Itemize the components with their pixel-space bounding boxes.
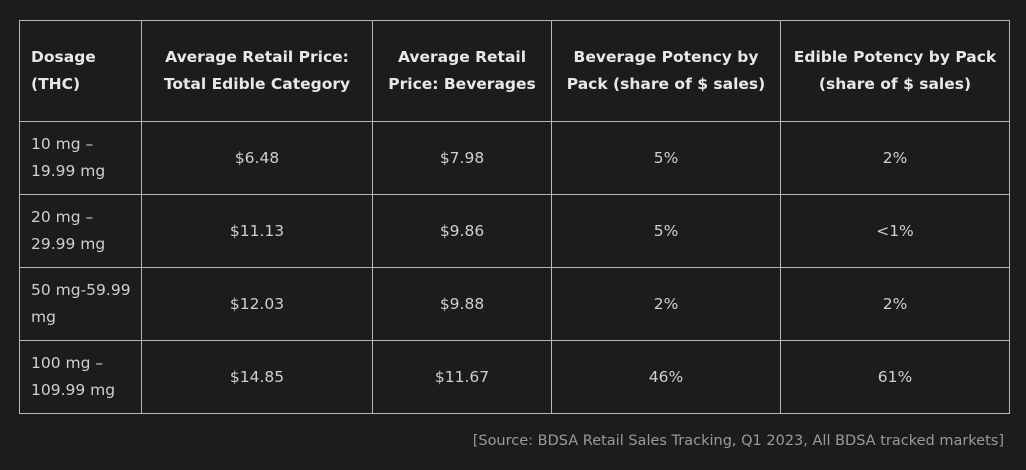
column-header: Average Retail Price: Total Edible Categ… xyxy=(141,20,373,122)
table-cell: $9.86 xyxy=(372,194,552,268)
table-cell: <1% xyxy=(780,194,1010,268)
column-header: Average Retail Price: Beverages xyxy=(372,20,552,122)
table-cell: $11.13 xyxy=(141,194,373,268)
potency-price-table: Dosage (THC) Average Retail Price: Total… xyxy=(19,20,1010,414)
column-header: Beverage Potency by Pack (share of $ sal… xyxy=(551,20,781,122)
table-cell: 5% xyxy=(551,194,781,268)
table-row: 10 mg – 19.99 mg $6.48 $7.98 5% 2% xyxy=(19,121,1010,195)
source-note: [Source: BDSA Retail Sales Tracking, Q1 … xyxy=(472,433,1004,449)
column-header: Edible Potency by Pack (share of $ sales… xyxy=(780,20,1010,122)
table-row: 20 mg – 29.99 mg $11.13 $9.86 5% <1% xyxy=(19,194,1010,268)
table-cell: 2% xyxy=(780,121,1010,195)
table-cell: $11.67 xyxy=(372,340,552,414)
table-cell: $6.48 xyxy=(141,121,373,195)
table-row: 100 mg – 109.99 mg $14.85 $11.67 46% 61% xyxy=(19,340,1010,414)
table-cell: $7.98 xyxy=(372,121,552,195)
table-row: 50 mg-59.99 mg $12.03 $9.88 2% 2% xyxy=(19,267,1010,341)
table-cell: 61% xyxy=(780,340,1010,414)
table-cell: 2% xyxy=(551,267,781,341)
column-header: Dosage (THC) xyxy=(19,20,142,122)
table-cell: 5% xyxy=(551,121,781,195)
table-header-row: Dosage (THC) Average Retail Price: Total… xyxy=(19,20,1010,122)
table-cell: 2% xyxy=(780,267,1010,341)
table-cell: $12.03 xyxy=(141,267,373,341)
table-cell: 50 mg-59.99 mg xyxy=(19,267,142,341)
table-cell: 10 mg – 19.99 mg xyxy=(19,121,142,195)
table-cell: 20 mg – 29.99 mg xyxy=(19,194,142,268)
table-cell: 100 mg – 109.99 mg xyxy=(19,340,142,414)
table-cell: $14.85 xyxy=(141,340,373,414)
table-cell: 46% xyxy=(551,340,781,414)
table-cell: $9.88 xyxy=(372,267,552,341)
